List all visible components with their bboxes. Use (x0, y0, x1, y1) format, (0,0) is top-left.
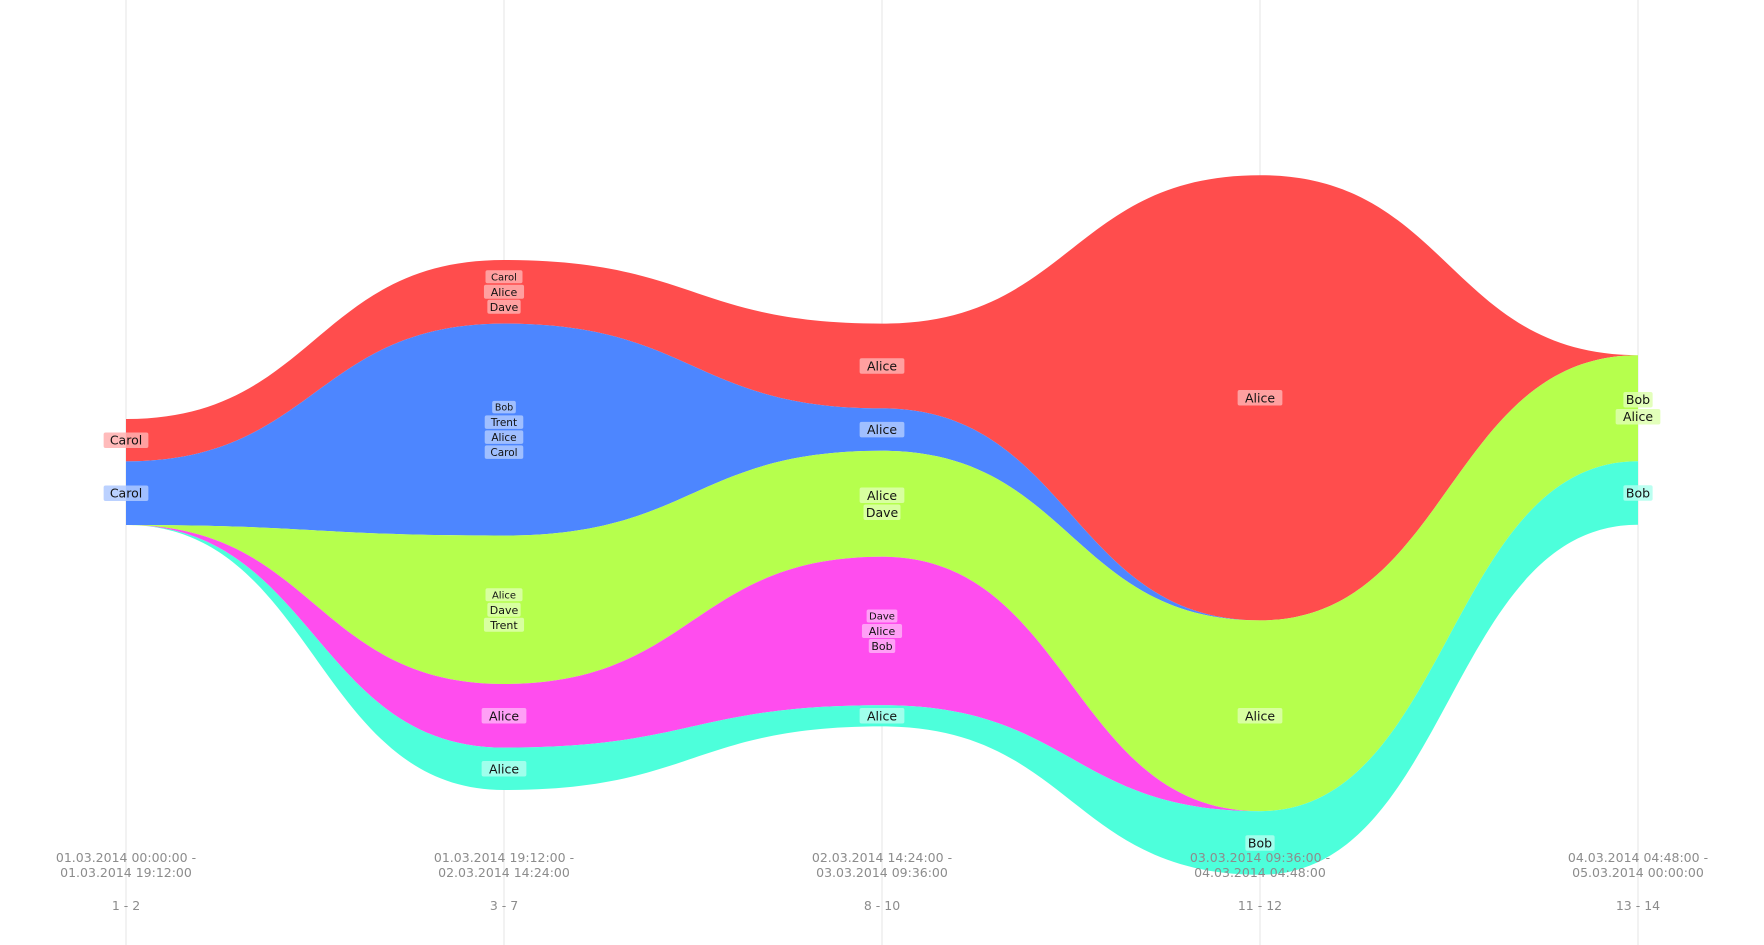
label-dave: Dave (863, 504, 901, 521)
label-alice: Alice (483, 284, 525, 299)
svg-text:Trent: Trent (489, 619, 518, 632)
svg-text:Alice: Alice (867, 359, 897, 374)
axis-time-start-1: 01.03.2014 00:00:00 - (56, 850, 196, 865)
svg-text:Alice: Alice (867, 708, 897, 723)
label-carol: Carol (103, 485, 149, 501)
label-dave: Dave (487, 602, 521, 617)
svg-text:Trent: Trent (490, 417, 517, 429)
svg-text:Dave: Dave (490, 301, 519, 314)
axis-time-end-4: 04.03.2014 04:48:00 (1194, 865, 1326, 880)
label-alice: Alice (861, 624, 903, 638)
stream-series-3 (126, 355, 1638, 812)
svg-text:Bob: Bob (1626, 486, 1650, 501)
svg-text:Carol: Carol (110, 486, 142, 501)
label-alice: Alice (859, 358, 905, 374)
label-alice: Alice (1615, 408, 1661, 425)
label-alice: Alice (484, 430, 524, 444)
label-carol: Carol (485, 270, 523, 283)
axis-time-start-5: 04.03.2014 04:48:00 - (1568, 850, 1708, 865)
svg-text:Alice: Alice (491, 286, 518, 299)
label-alice: Alice (1237, 390, 1283, 406)
svg-text:Bob: Bob (1626, 392, 1650, 407)
label-alice: Alice (481, 708, 527, 724)
axis-range-2: 3 - 7 (490, 898, 518, 913)
axis-time-end-5: 05.03.2014 00:00:00 (1572, 865, 1704, 880)
label-layer: Carol Carol Alice Dave Alice Alice Carol Bob Tre… (103, 270, 1661, 851)
svg-text:Carol: Carol (490, 447, 517, 459)
label-bob: Bob (1623, 391, 1653, 408)
label-alice: Alice (859, 708, 905, 724)
label-alice: Alice (485, 588, 523, 601)
label-carol: Carol (484, 445, 524, 459)
svg-text:Dave: Dave (490, 604, 519, 617)
svg-text:Carol: Carol (110, 433, 142, 448)
svg-text:Dave: Dave (869, 612, 895, 623)
axis-time-start-2: 01.03.2014 19:12:00 - (434, 850, 574, 865)
label-alice: Alice (1237, 708, 1283, 724)
label-alice: Alice (481, 761, 527, 777)
stream-series-2 (126, 323, 1638, 621)
axis-range-4: 11 - 12 (1238, 898, 1282, 913)
svg-text:Alice: Alice (867, 422, 897, 437)
label-bob: Bob (1245, 835, 1275, 851)
label-alice: Alice (859, 487, 905, 504)
svg-text:Alice: Alice (1245, 390, 1275, 405)
axis-time-end-2: 02.03.2014 14:24:00 (438, 865, 570, 880)
svg-text:Alice: Alice (869, 625, 896, 638)
label-alice: Alice (859, 421, 905, 438)
label-trent: Trent (484, 415, 524, 429)
label-dave: Dave (487, 299, 521, 314)
label-dave: Dave (866, 609, 898, 623)
svg-text:Alice: Alice (492, 590, 516, 601)
svg-text:Dave: Dave (866, 505, 899, 520)
label-bob: Bob (868, 639, 896, 653)
svg-text:Bob: Bob (1248, 836, 1272, 851)
label-bob: Bob (1623, 485, 1653, 501)
axis-time-end-1: 01.03.2014 19:12:00 (60, 865, 192, 880)
axis-time-start-3: 02.03.2014 14:24:00 - (812, 850, 952, 865)
svg-text:Alice: Alice (489, 761, 519, 776)
svg-text:Alice: Alice (1623, 409, 1653, 424)
svg-text:Alice: Alice (491, 432, 516, 444)
svg-text:Bob: Bob (871, 640, 892, 653)
label-trent: Trent (483, 617, 525, 632)
svg-text:Alice: Alice (489, 708, 519, 723)
axis-range-1: 1 - 2 (112, 898, 140, 913)
axis-range-5: 13 - 14 (1616, 898, 1660, 913)
axis-time-end-3: 03.03.2014 09:36:00 (816, 865, 948, 880)
svg-text:Alice: Alice (867, 488, 897, 503)
svg-text:Carol: Carol (491, 272, 517, 283)
label-bob: Bob (492, 400, 516, 414)
axis-layer: 01.03.2014 00:00:00 -01.03.2014 19:12:00… (56, 850, 1708, 913)
label-carol: Carol (103, 432, 149, 448)
svg-text:Alice: Alice (1245, 708, 1275, 723)
svg-text:Bob: Bob (495, 403, 513, 414)
axis-range-3: 8 - 10 (864, 898, 900, 913)
axis-time-start-4: 03.03.2014 09:36:00 - (1190, 850, 1330, 865)
